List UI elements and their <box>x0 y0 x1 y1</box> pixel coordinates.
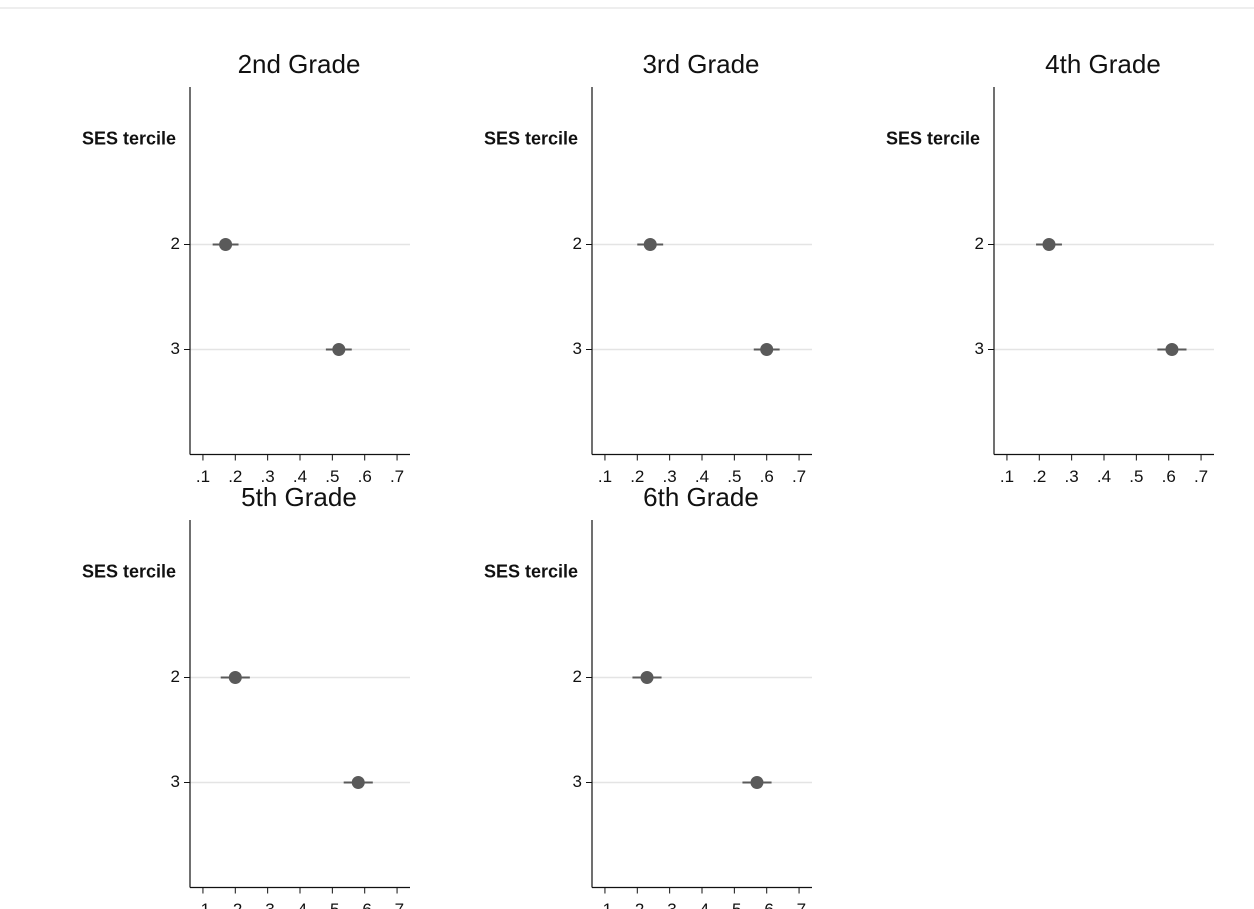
x-tick-label: .2 <box>630 467 644 486</box>
x-tick-label: .4 <box>293 900 307 909</box>
x-tick-label: .6 <box>1162 467 1176 486</box>
y-tick-label: 3 <box>573 339 582 358</box>
x-tick-label: .4 <box>1097 467 1111 486</box>
x-tick-label: .7 <box>792 900 806 909</box>
group-label: SES tercile <box>82 561 176 581</box>
x-tick-label: .3 <box>663 467 677 486</box>
x-tick-label: .5 <box>727 467 741 486</box>
x-tick-label: .3 <box>663 900 677 909</box>
group-label: SES tercile <box>82 128 176 148</box>
panel-title: 6th Grade <box>643 482 759 512</box>
x-tick-label: .6 <box>760 467 774 486</box>
x-tick-label: .7 <box>792 467 806 486</box>
x-tick-label: .6 <box>760 900 774 909</box>
point <box>351 776 365 789</box>
x-tick-label: .5 <box>325 900 339 909</box>
x-tick-label: .3 <box>261 467 275 486</box>
x-tick-label: .1 <box>1000 467 1014 486</box>
panel-title: 4th Grade <box>1045 49 1161 79</box>
x-tick-label: .5 <box>1129 467 1143 486</box>
point <box>760 343 774 356</box>
x-tick-label: .7 <box>390 900 404 909</box>
x-tick-label: .2 <box>630 900 644 909</box>
y-tick-label: 2 <box>171 234 180 253</box>
x-tick-label: .1 <box>598 467 612 486</box>
point <box>1165 343 1179 356</box>
panel-title: 3rd Grade <box>642 49 759 79</box>
x-tick-label: .6 <box>358 467 372 486</box>
x-tick-label: .7 <box>1194 467 1208 486</box>
x-tick-label: .4 <box>695 900 709 909</box>
x-tick-label: .4 <box>695 467 709 486</box>
point <box>219 238 233 251</box>
group-label: SES tercile <box>484 128 578 148</box>
point <box>640 671 654 684</box>
point <box>228 671 242 684</box>
group-label: SES tercile <box>886 128 980 148</box>
x-tick-label: .3 <box>261 900 275 909</box>
y-tick-label: 3 <box>171 772 180 791</box>
panel-title: 5th Grade <box>241 482 357 512</box>
point <box>1042 238 1056 251</box>
y-tick-label: 3 <box>573 772 582 791</box>
y-tick-label: 3 <box>975 339 984 358</box>
point <box>750 776 764 789</box>
y-tick-label: 2 <box>573 234 582 253</box>
panel-title: 2nd Grade <box>238 49 361 79</box>
x-tick-label: .5 <box>325 467 339 486</box>
x-tick-label: .6 <box>358 900 372 909</box>
x-tick-label: .4 <box>293 467 307 486</box>
x-tick-label: .1 <box>196 467 210 486</box>
point <box>332 343 346 356</box>
y-tick-label: 3 <box>171 339 180 358</box>
x-tick-label: .2 <box>1032 467 1046 486</box>
y-tick-label: 2 <box>975 234 984 253</box>
y-tick-label: 2 <box>171 667 180 686</box>
x-tick-label: .2 <box>228 467 242 486</box>
x-tick-label: .2 <box>228 900 242 909</box>
y-tick-label: 2 <box>573 667 582 686</box>
x-tick-label: .1 <box>598 900 612 909</box>
x-tick-label: .7 <box>390 467 404 486</box>
x-tick-label: .1 <box>196 900 210 909</box>
point <box>643 238 657 251</box>
x-tick-label: .3 <box>1065 467 1079 486</box>
group-label: SES tercile <box>484 561 578 581</box>
x-tick-label: .5 <box>727 900 741 909</box>
